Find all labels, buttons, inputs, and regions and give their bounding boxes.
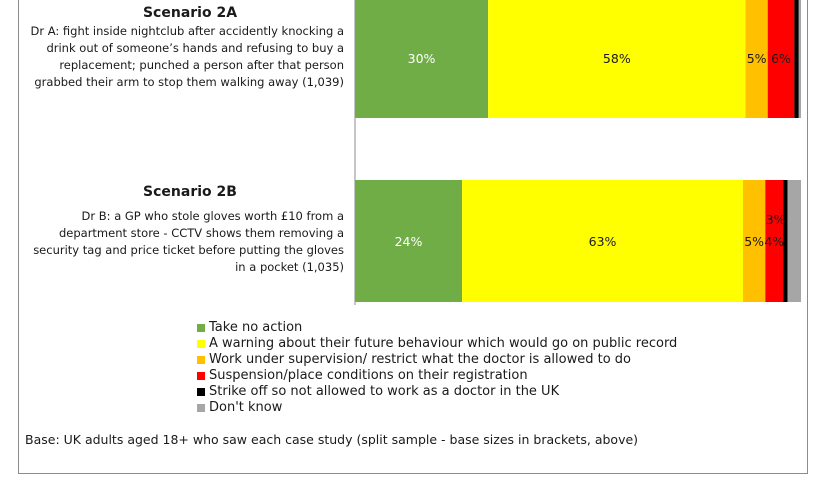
bar-2b-suspension — [765, 180, 784, 302]
scenario-2b-description: Dr B: a GP who stole gloves worth £10 fr… — [33, 209, 344, 274]
legend-swatch — [197, 340, 205, 348]
bar-2b-strike-off — [783, 180, 788, 302]
legend: Take no action A warning about their fut… — [197, 320, 677, 416]
scenario-2b-title: Scenario 2B — [143, 184, 237, 200]
legend-label: Strike off so not allowed to work as a d… — [209, 384, 560, 399]
legend-item-dont-know: Don't know — [197, 400, 677, 416]
bar-2a-warning — [488, 0, 746, 118]
bar-2a-supervision — [745, 0, 768, 118]
data-label-2b-take-no-action: 24% — [395, 234, 423, 249]
legend-label: Take no action — [209, 320, 303, 335]
bar-2a-strike-off — [794, 0, 799, 118]
data-label-2b-supervision: 5% — [744, 234, 764, 249]
legend-label: A warning about their future behaviour w… — [209, 336, 678, 351]
bar-2b-supervision — [743, 180, 766, 302]
legend-label: Suspension/place conditions on their reg… — [209, 368, 528, 383]
legend-swatch — [197, 372, 205, 380]
legend-item-warning: A warning about their future behaviour w… — [197, 336, 677, 352]
base-note: Base: UK adults aged 18+ who saw each ca… — [25, 432, 639, 447]
bar-2b-take-no-action — [355, 180, 463, 302]
legend-swatch — [197, 388, 205, 396]
data-label-2a-take-no-action: 30% — [408, 51, 436, 66]
scenario-2a-title: Scenario 2A — [142, 5, 238, 21]
legend-item-take-no-action: Take no action — [197, 320, 677, 336]
legend-item-strike-off: Strike off so not allowed to work as a d… — [197, 384, 677, 400]
legend-swatch — [197, 404, 205, 412]
bar-2a-suspension — [767, 0, 795, 118]
bar-2a-dont-know — [798, 0, 801, 118]
bar-2a-take-no-action — [355, 0, 489, 118]
legend-label: Work under supervision/ restrict what th… — [209, 352, 631, 367]
data-label-2b-suspension: 4% — [764, 234, 784, 249]
legend-item-supervision: Work under supervision/ restrict what th… — [197, 352, 677, 368]
legend-item-suspension: Suspension/place conditions on their reg… — [197, 368, 677, 384]
legend-label: Don't know — [209, 400, 283, 415]
legend-swatch — [197, 324, 205, 332]
data-label-2a-warning: 58% — [603, 51, 631, 66]
legend-swatch — [197, 356, 205, 364]
data-label-2b-warning: 63% — [589, 234, 617, 249]
scenario-2a-description: Dr A: fight inside nightclub after accid… — [30, 24, 344, 89]
data-label-2a-suspension: 6% — [771, 51, 791, 66]
data-label-2a-supervision: 5% — [747, 51, 767, 66]
bar-2b-warning — [462, 180, 744, 302]
bar-2b-dont-know — [787, 180, 801, 302]
data-label-2b-dont-know: 3% — [766, 212, 786, 227]
